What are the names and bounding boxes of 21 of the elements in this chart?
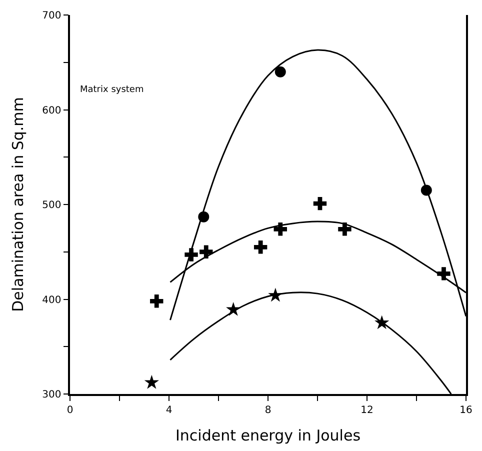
x-tick-label: 0 <box>66 404 74 416</box>
x-tick-label: 4 <box>166 404 172 416</box>
y-axis-title: Delamination area in Sq.mm <box>8 97 27 312</box>
y-tick-label: 400 <box>42 294 62 306</box>
point <box>150 294 164 308</box>
point <box>200 245 213 258</box>
y-tick-label: 600 <box>42 105 62 116</box>
x-axis-title: Incident energy in Joules <box>175 426 361 444</box>
point <box>274 66 286 78</box>
y-tick-label: 500 <box>42 200 62 211</box>
point <box>274 222 287 236</box>
point <box>144 374 159 389</box>
point <box>254 240 268 254</box>
y-tick-label: 300 <box>42 390 62 400</box>
x-tick-label: 8 <box>264 404 272 416</box>
point <box>338 222 352 236</box>
y-tick-label: 700 <box>42 10 62 22</box>
annotation: Matrix system <box>80 85 144 95</box>
x-tick-label: 16 <box>460 404 472 416</box>
point <box>313 196 327 210</box>
x-tick-label: 12 <box>360 404 374 416</box>
